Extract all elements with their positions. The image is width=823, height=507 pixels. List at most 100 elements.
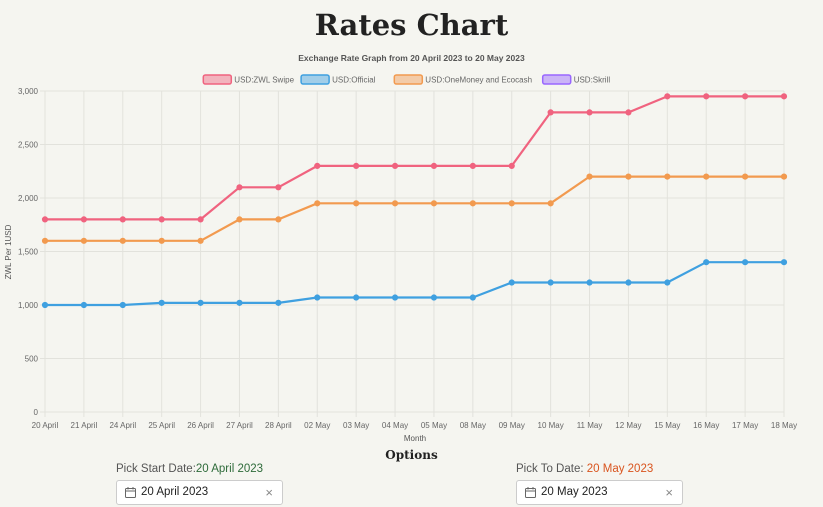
data-point[interactable] bbox=[353, 162, 360, 169]
data-point[interactable] bbox=[391, 294, 399, 301]
legend-swatch bbox=[202, 74, 233, 85]
series-lines bbox=[45, 95, 784, 307]
data-point[interactable] bbox=[586, 279, 593, 286]
data-point[interactable] bbox=[703, 93, 710, 100]
data-point[interactable] bbox=[625, 279, 632, 286]
data-point[interactable] bbox=[780, 259, 788, 266]
start-date-input[interactable]: 20 April 2023 bbox=[141, 486, 209, 498]
x-tick-label: 26 April bbox=[187, 421, 214, 430]
x-tick-label: 27 April bbox=[226, 421, 253, 430]
data-point[interactable] bbox=[236, 216, 243, 223]
data-point[interactable] bbox=[119, 237, 126, 244]
x-axis-title: Month bbox=[404, 434, 426, 443]
x-tick-label: 21 April bbox=[71, 421, 98, 430]
data-point[interactable] bbox=[469, 294, 476, 301]
page-title: Rates Chart bbox=[314, 8, 509, 42]
end-date-picker[interactable]: 20 May 2023 × bbox=[516, 480, 683, 505]
x-tick-label: 05 May bbox=[421, 421, 447, 430]
data-point[interactable] bbox=[625, 173, 632, 180]
data-point[interactable] bbox=[353, 294, 360, 301]
y-tick-label: 2,500 bbox=[18, 141, 39, 150]
data-point[interactable] bbox=[625, 109, 632, 116]
legend-item[interactable]: USD:Skrill bbox=[541, 74, 611, 85]
data-point[interactable] bbox=[119, 216, 126, 223]
y-axis-title: ZWL Per 1USD bbox=[4, 224, 13, 279]
data-point[interactable] bbox=[158, 299, 165, 306]
data-point[interactable] bbox=[197, 216, 204, 223]
series-line bbox=[45, 95, 784, 221]
data-point[interactable] bbox=[275, 299, 282, 306]
x-tick-label: 15 May bbox=[654, 421, 680, 430]
legend-label: USD:OneMoney and Ecocash bbox=[425, 76, 532, 85]
data-point[interactable] bbox=[742, 259, 749, 266]
series-points bbox=[41, 93, 788, 309]
data-point[interactable] bbox=[508, 162, 515, 169]
data-point[interactable] bbox=[430, 294, 438, 301]
data-point[interactable] bbox=[391, 162, 399, 169]
data-point[interactable] bbox=[391, 200, 399, 207]
legend-item[interactable]: USD:Official bbox=[300, 74, 376, 85]
legend-swatch bbox=[300, 74, 330, 85]
data-point[interactable] bbox=[353, 200, 360, 207]
data-point[interactable] bbox=[158, 216, 165, 223]
data-point[interactable] bbox=[508, 200, 515, 207]
clear-start-date-icon[interactable]: × bbox=[265, 485, 273, 500]
x-tick-label: 24 April bbox=[109, 421, 136, 430]
calendar-icon bbox=[525, 487, 536, 498]
start-date-label: Pick Start Date:20 April 2023 bbox=[116, 463, 263, 475]
data-point[interactable] bbox=[197, 237, 204, 244]
data-point[interactable] bbox=[80, 216, 87, 223]
data-point[interactable] bbox=[41, 237, 49, 244]
data-point[interactable] bbox=[430, 200, 438, 207]
data-point[interactable] bbox=[275, 216, 282, 223]
x-tick-label: 18 May bbox=[771, 421, 797, 430]
data-point[interactable] bbox=[119, 301, 126, 309]
start-date-label-value: 20 April 2023 bbox=[195, 463, 264, 475]
data-point[interactable] bbox=[664, 93, 671, 100]
data-point[interactable] bbox=[664, 173, 671, 180]
data-point[interactable] bbox=[742, 93, 749, 100]
data-point[interactable] bbox=[664, 279, 671, 286]
x-tick-label: 20 April bbox=[32, 421, 59, 430]
data-point[interactable] bbox=[703, 259, 710, 266]
x-tick-label: 12 May bbox=[615, 421, 641, 430]
data-point[interactable] bbox=[236, 184, 243, 191]
data-point[interactable] bbox=[586, 109, 593, 116]
x-axis: 20 April 21 April 24 April 25 April 26 April… bbox=[32, 421, 797, 430]
data-point[interactable] bbox=[547, 279, 554, 286]
data-point[interactable] bbox=[547, 200, 554, 207]
data-point[interactable] bbox=[41, 216, 49, 223]
data-point[interactable] bbox=[314, 200, 321, 207]
data-point[interactable] bbox=[469, 200, 476, 207]
end-date-label-text: Pick To Date: bbox=[516, 463, 584, 475]
data-point[interactable] bbox=[197, 299, 204, 306]
data-point[interactable] bbox=[780, 173, 788, 180]
data-point[interactable] bbox=[742, 173, 749, 180]
data-point[interactable] bbox=[508, 279, 515, 286]
data-point[interactable] bbox=[703, 173, 710, 180]
x-tick-label: 16 May bbox=[693, 421, 719, 430]
data-point[interactable] bbox=[80, 237, 87, 244]
data-point[interactable] bbox=[236, 299, 243, 306]
clear-end-date-icon[interactable]: × bbox=[665, 485, 673, 500]
calendar-icon bbox=[125, 487, 136, 498]
data-point[interactable] bbox=[314, 162, 321, 169]
legend-label: USD:Skrill bbox=[574, 76, 611, 85]
data-point[interactable] bbox=[780, 93, 788, 100]
legend-item[interactable]: USD:OneMoney and Ecocash bbox=[393, 74, 532, 85]
start-date-picker[interactable]: 20 April 2023 × bbox=[116, 480, 283, 505]
data-point[interactable] bbox=[547, 109, 554, 116]
legend-item[interactable]: USD:ZWL Swipe bbox=[202, 74, 295, 85]
data-point[interactable] bbox=[469, 162, 476, 169]
y-tick-label: 2,000 bbox=[18, 194, 39, 203]
data-point[interactable] bbox=[430, 162, 438, 169]
end-date-input[interactable]: 20 May 2023 bbox=[541, 486, 608, 498]
data-point[interactable] bbox=[41, 301, 49, 309]
data-point[interactable] bbox=[314, 294, 321, 301]
x-tick-label: 10 May bbox=[538, 421, 564, 430]
data-point[interactable] bbox=[158, 237, 165, 244]
data-point[interactable] bbox=[586, 173, 593, 180]
data-point[interactable] bbox=[80, 301, 87, 309]
x-tick-label: 08 May bbox=[460, 421, 486, 430]
data-point[interactable] bbox=[275, 184, 282, 191]
